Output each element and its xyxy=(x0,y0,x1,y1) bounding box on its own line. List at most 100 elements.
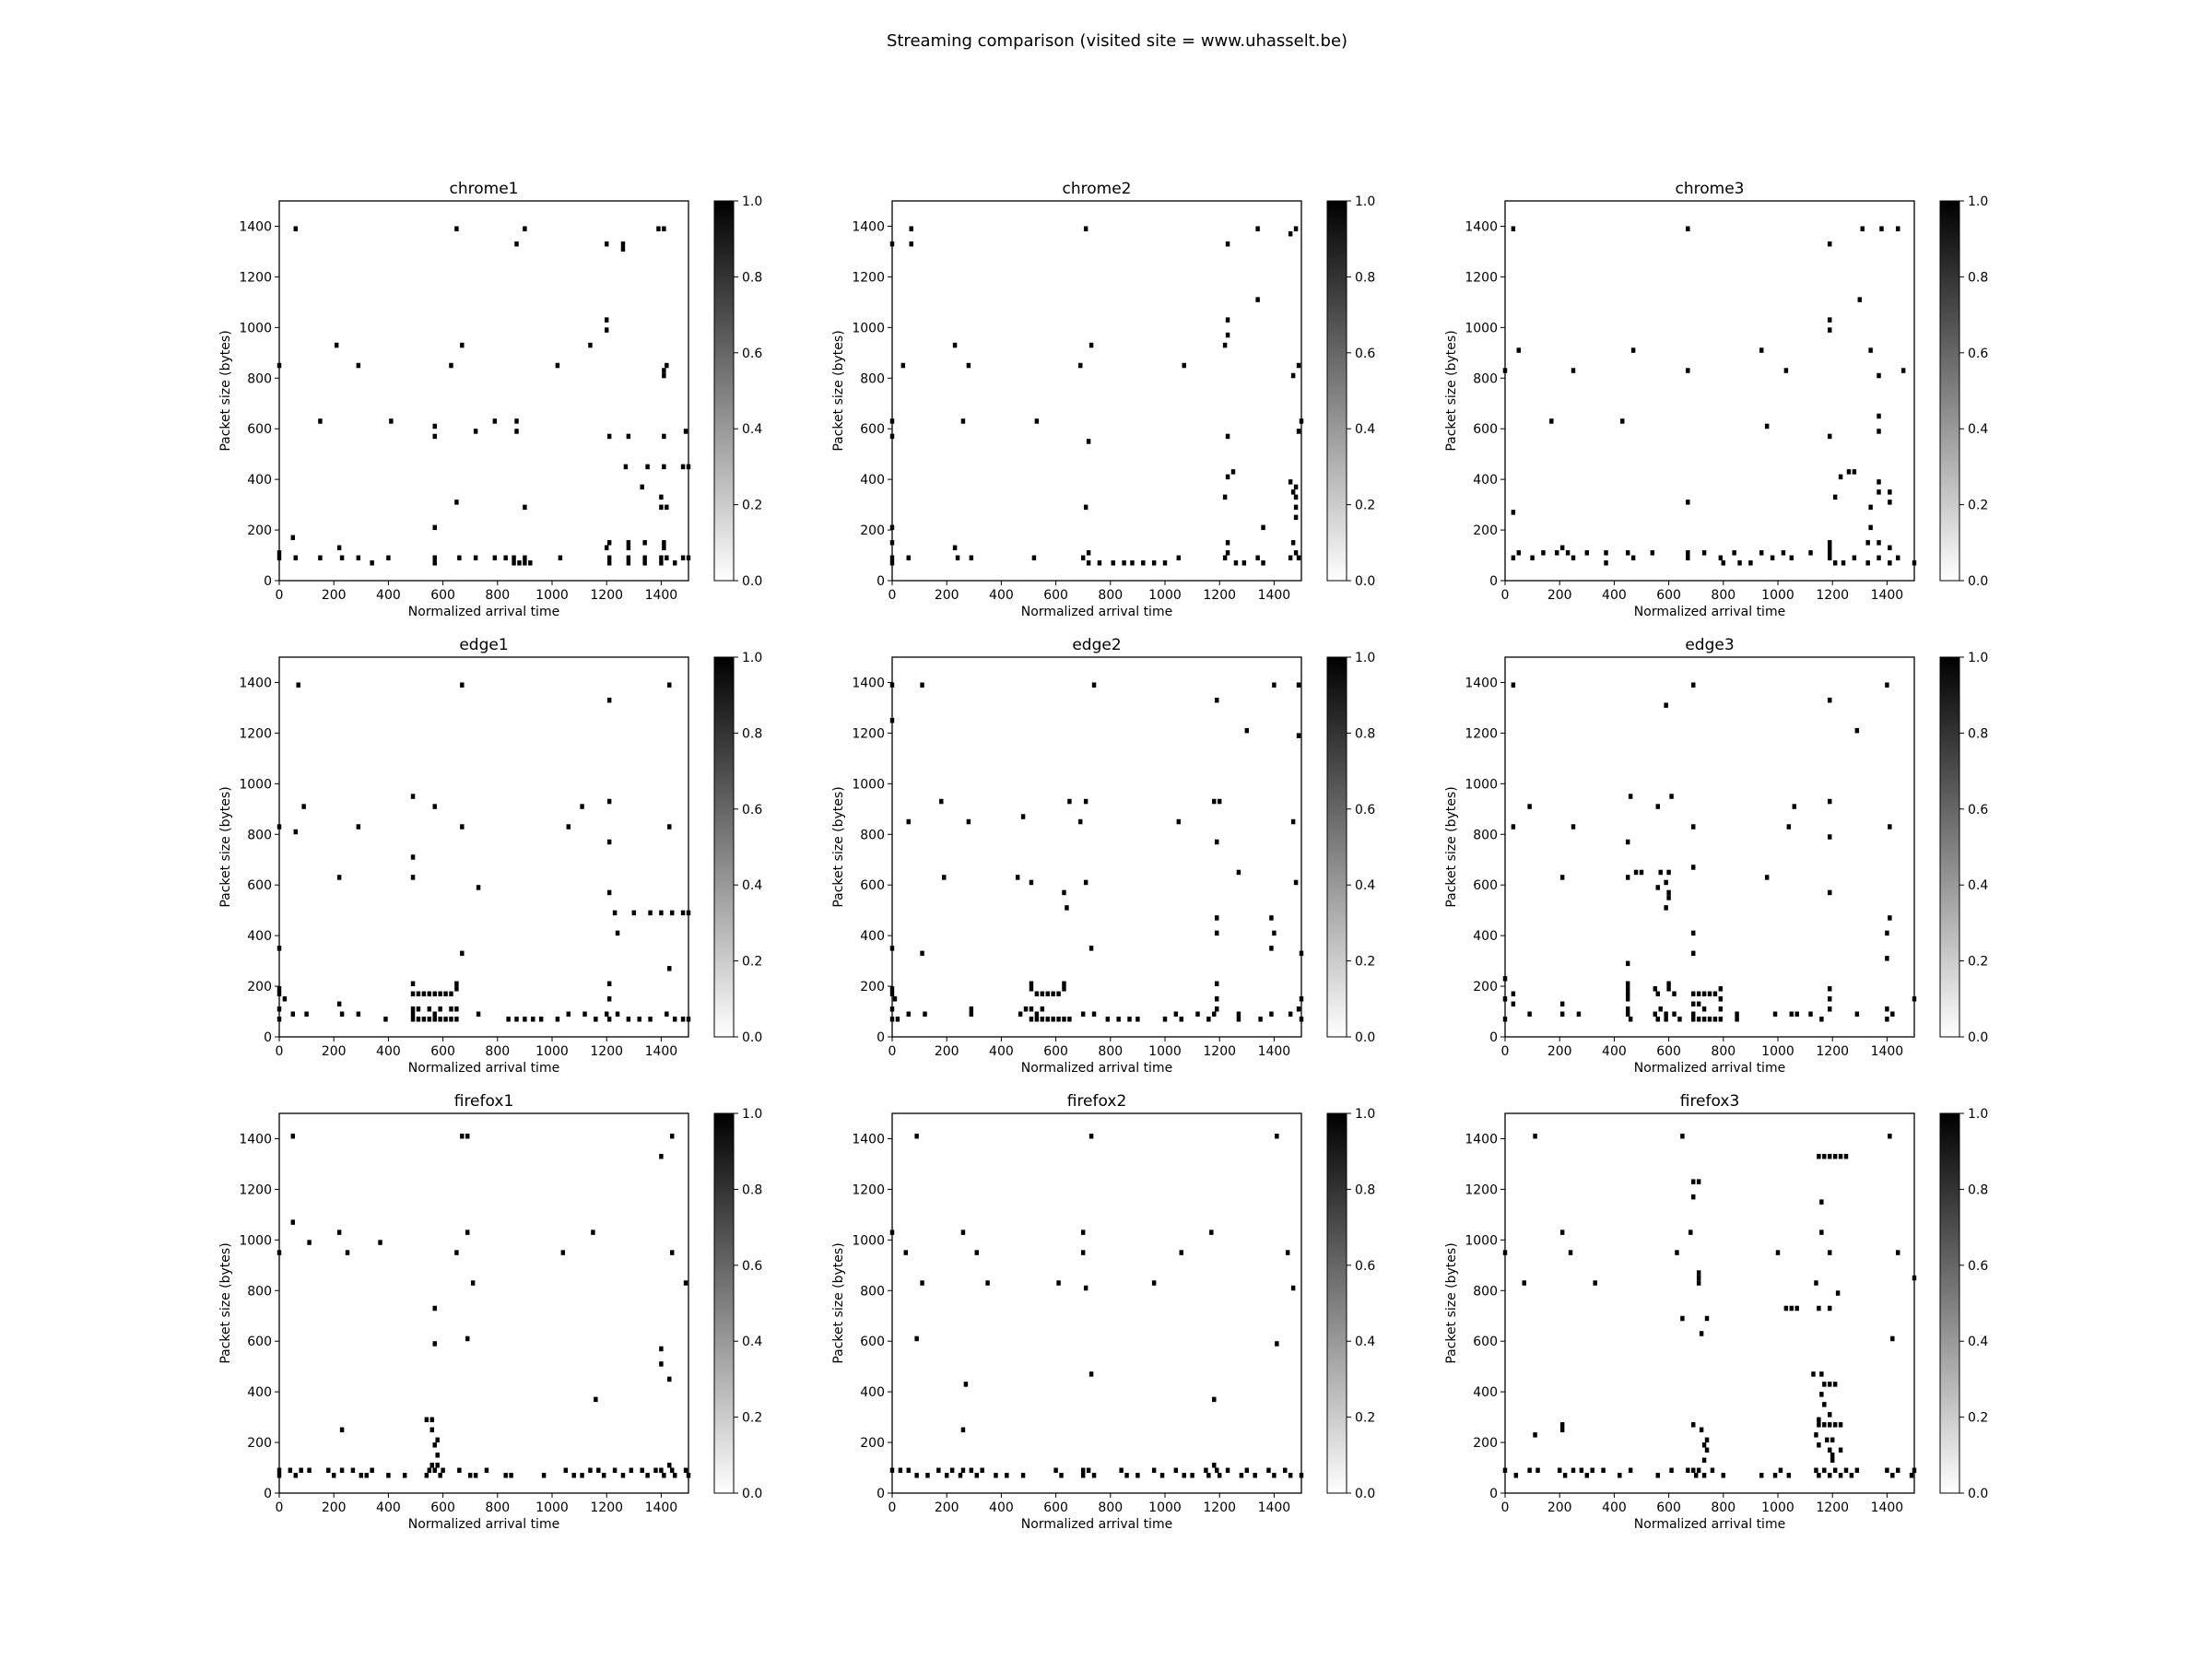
x-tick-label: 200 xyxy=(1547,1500,1572,1515)
heatmap-cell xyxy=(615,930,620,936)
heatmap-cell xyxy=(1691,1194,1696,1200)
heatmap-cell xyxy=(410,875,416,880)
x-tick-label: 1200 xyxy=(1203,1500,1236,1515)
y-tick-label: 400 xyxy=(247,1385,272,1400)
heatmap-cell xyxy=(1838,1473,1843,1478)
colorbar-tick-label: 0.2 xyxy=(1355,1411,1375,1426)
x-tick-label: 800 xyxy=(1711,588,1735,603)
subplot-chrome2: chrome2 0 200 400 600 800 1000 1200 1400 0 200 400 6… xyxy=(831,180,1375,619)
heatmap-cell xyxy=(1559,1422,1565,1428)
heatmap-cell xyxy=(1772,1473,1778,1478)
heatmap-cell xyxy=(460,682,465,688)
heatmap-cell xyxy=(1909,1473,1914,1478)
heatmap-cell xyxy=(1664,879,1668,886)
heatmap-cell xyxy=(623,464,629,470)
heatmap-cells xyxy=(276,1133,691,1478)
heatmap-cell xyxy=(356,555,361,561)
heatmap-cell xyxy=(1083,504,1088,511)
heatmap-cell xyxy=(969,1467,974,1474)
heatmap-cell xyxy=(514,429,519,434)
heatmap-cell xyxy=(1078,818,1083,825)
subplot-edge1: edge1 0 200 400 600 800 1000 1200 1400 0 200 400 600… xyxy=(218,636,762,1076)
y-tick-label: 1200 xyxy=(239,726,272,741)
subplot-title: edge1 xyxy=(459,636,508,654)
colorbar: 0.0 0.2 0.4 0.6 0.8 1.0 xyxy=(1326,194,1375,589)
x-tick-label: 0 xyxy=(1501,1044,1510,1059)
heatmap-cell xyxy=(653,1467,658,1474)
heatmap-cell xyxy=(1086,560,1091,566)
heatmap-cell xyxy=(416,1006,421,1012)
heatmap-cell xyxy=(1272,1473,1277,1478)
heatmap-cell xyxy=(1212,1396,1217,1403)
heatmap-cell xyxy=(1086,439,1091,444)
heatmap-cell xyxy=(1239,1473,1244,1478)
heatmap-cell xyxy=(667,966,672,971)
heatmap-cell xyxy=(1835,1290,1841,1296)
heatmap-cell xyxy=(920,1280,924,1286)
heatmap-cell xyxy=(1860,226,1865,231)
heatmap-cell xyxy=(662,1473,666,1478)
heatmap-cell xyxy=(1701,1006,1707,1012)
heatmap-cell xyxy=(626,1017,631,1022)
y-tick-label: 0 xyxy=(1489,1030,1498,1045)
heatmap-cell xyxy=(509,1473,513,1478)
colorbar-tick-label: 1.0 xyxy=(1968,1107,1988,1122)
heatmap-cell xyxy=(1179,1017,1183,1022)
colorbar-tick-label: 0.0 xyxy=(1355,1030,1375,1045)
y-tick-label: 600 xyxy=(1473,422,1498,437)
heatmap-cell xyxy=(974,1250,979,1255)
heatmap-cell xyxy=(645,1473,650,1478)
heatmap-cell xyxy=(1080,1011,1086,1018)
heatmap-cell xyxy=(620,1473,626,1478)
x-tick-label: 0 xyxy=(888,588,897,603)
heatmap-cell xyxy=(1571,368,1576,373)
colorbar-gradient xyxy=(1939,1112,1960,1494)
heatmap-cell xyxy=(424,1473,429,1478)
heatmap-cell xyxy=(909,226,913,231)
heatmap-cell xyxy=(460,1133,465,1139)
heatmap-cell xyxy=(949,1467,955,1474)
heatmap-cell xyxy=(1701,1017,1707,1022)
heatmap-cell xyxy=(1701,1457,1707,1464)
heatmap-cell xyxy=(416,1017,421,1022)
heatmap-cell xyxy=(1628,794,1633,799)
heatmap-cell xyxy=(432,804,437,809)
heatmap-cell xyxy=(476,1011,481,1018)
heatmap-cell xyxy=(1828,433,1832,440)
heatmap-cell xyxy=(1290,540,1296,546)
heatmap-cell xyxy=(1091,682,1097,688)
heatmap-cell xyxy=(1293,879,1299,886)
heatmap-cell xyxy=(969,1011,974,1018)
heatmap-cell xyxy=(334,342,339,348)
y-tick-label: 0 xyxy=(264,574,272,589)
y-tick-label: 200 xyxy=(1473,1436,1498,1451)
heatmap-cell xyxy=(594,1017,598,1022)
heatmap-cell xyxy=(588,342,593,348)
heatmap-cell xyxy=(1576,1011,1582,1018)
y-tick-label: 800 xyxy=(1473,1284,1498,1299)
x-tick-label: 600 xyxy=(1656,1044,1681,1059)
heatmap-cell xyxy=(1896,226,1900,231)
heatmap-cell xyxy=(1877,429,1881,434)
x-tick-label: 800 xyxy=(1711,1500,1735,1515)
heatmap-cell xyxy=(1511,682,1516,688)
heatmap-cell xyxy=(1522,1280,1526,1286)
heatmap-cell xyxy=(1686,550,1690,556)
heatmap-cell xyxy=(606,560,612,566)
colorbar-tick-label: 0.8 xyxy=(1968,270,1988,285)
heatmap-cell xyxy=(1604,550,1608,556)
heatmap-cell xyxy=(1783,368,1789,373)
colorbar-tick-label: 0.6 xyxy=(1968,1259,1988,1274)
heatmap-cell xyxy=(523,226,527,231)
colorbar-tick-label: 0.0 xyxy=(1355,1487,1375,1501)
heatmap-cell xyxy=(665,362,669,369)
heatmap-cell xyxy=(432,555,437,561)
heatmap-cell xyxy=(1269,1011,1274,1018)
heatmap-cell xyxy=(1854,1011,1860,1018)
heatmap-cell xyxy=(906,1011,911,1018)
heatmap-cell xyxy=(1261,524,1265,531)
heatmap-cell xyxy=(531,1017,535,1022)
subplot-title: firefox1 xyxy=(454,1092,514,1111)
heatmap-cell xyxy=(1838,1422,1843,1428)
heatmap-cell xyxy=(1686,1467,1690,1474)
